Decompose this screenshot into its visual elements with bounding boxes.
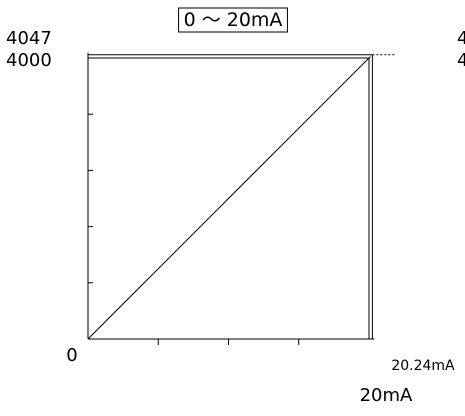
truncated-edge-text: 4 — [457, 50, 465, 71]
y-tick-label: 0 — [66, 345, 77, 366]
chart-title: 0 ～ 20mA — [184, 9, 283, 31]
series-layer — [87, 54, 373, 340]
x-tick-label: 20.24mA — [391, 358, 455, 374]
reference-lines-layer — [88, 54, 396, 339]
series-line — [87, 57, 370, 340]
y-tick-label: 4000 — [6, 50, 52, 71]
chart-title-box — [178, 7, 288, 33]
axes-layer — [87, 52, 375, 345]
y-tick-label: 4047 — [6, 28, 52, 49]
x-tick-label: 20mA — [360, 385, 413, 406]
series-extension-dashed — [368, 54, 373, 59]
truncated-edge-text: 4 — [457, 28, 465, 49]
